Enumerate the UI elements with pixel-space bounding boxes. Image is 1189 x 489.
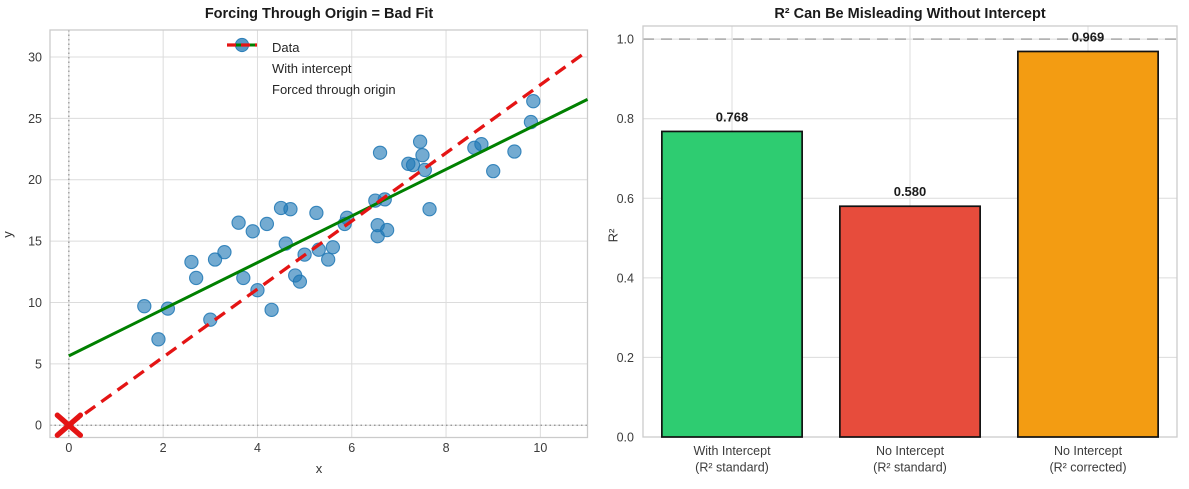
scatter-point	[507, 144, 522, 159]
left-xaxis-label: x	[315, 461, 323, 476]
scatter-point	[321, 252, 336, 267]
y-tick-label: 0.0	[617, 431, 634, 445]
x-tick-label: 4	[254, 441, 261, 455]
bar-value-label: 0.969	[1072, 29, 1105, 44]
y-tick-label: 30	[28, 51, 42, 65]
legend-label-data: Data	[272, 40, 300, 55]
x-tick-label: 2	[160, 441, 167, 455]
x-tick-label: 6	[348, 441, 355, 455]
bar-0	[661, 130, 803, 438]
fit-line-with-intercept	[68, 98, 589, 358]
scatter-point	[526, 94, 541, 109]
scatter-point	[422, 202, 437, 217]
scatter-point	[309, 205, 324, 221]
fit-line-through-origin	[67, 49, 589, 427]
bar-1	[839, 205, 981, 438]
right-chart-title: R² Can Be Misleading Without Intercept	[774, 6, 1046, 22]
y-tick-label: 0	[35, 419, 42, 433]
scatter-point	[245, 224, 260, 239]
scatter-point	[292, 274, 308, 289]
scatter-point	[283, 202, 298, 217]
scatter-point	[379, 222, 395, 238]
legend-item-forced-origin: Forced through origin	[225, 43, 396, 100]
legend-label-forced-origin: Forced through origin	[272, 82, 396, 97]
scatter-point	[217, 245, 232, 260]
left-axes-frame	[49, 29, 589, 439]
scatter-point	[264, 302, 279, 317]
bar-value-label: 0.580	[894, 184, 927, 199]
bar-2	[1017, 50, 1159, 438]
legend-item-data: Data	[225, 37, 396, 58]
scatter-point	[486, 164, 501, 179]
origin-x-marker	[54, 412, 84, 438]
y-tick-label: 0.4	[617, 271, 634, 285]
scatter-point	[151, 332, 166, 347]
scatter-point	[372, 145, 388, 160]
y-tick-label: 0.6	[617, 192, 634, 206]
left-chart-title: Forcing Through Origin = Bad Fit	[204, 6, 434, 22]
category-tick-label: No Intercept (R² corrected)	[1049, 444, 1126, 475]
x-tick-label: 0	[65, 441, 72, 455]
y-tick-label: 15	[28, 235, 42, 249]
scatter-point	[236, 270, 251, 286]
scatter-point	[184, 254, 199, 270]
x-tick-label: 8	[443, 441, 450, 455]
scatter-point	[189, 270, 204, 286]
y-tick-label: 25	[28, 112, 42, 126]
scatter-point	[325, 240, 341, 255]
legend: Data With intercept Forced through origi…	[225, 37, 396, 100]
scatter-point	[415, 148, 430, 163]
category-tick-label: With Intercept (R² standard)	[693, 444, 771, 475]
y-tick-label: 1.0	[617, 33, 634, 47]
y-tick-label: 10	[28, 296, 42, 310]
scatter-point	[231, 215, 246, 230]
y-tick-label: 0.2	[617, 351, 634, 365]
scatter-point	[207, 252, 223, 267]
scatter-point	[412, 134, 428, 149]
right-yaxis-label: R²	[605, 228, 621, 243]
scatter-point	[259, 216, 275, 232]
bar-value-label: 0.768	[716, 109, 749, 124]
left-yaxis-label: y	[0, 231, 15, 238]
legend-label-with-intercept: With intercept	[272, 61, 352, 76]
legend-item-with-intercept: With intercept	[225, 43, 396, 79]
y-tick-label: 5	[35, 357, 42, 371]
y-tick-label: 20	[28, 173, 42, 187]
category-tick-label: No Intercept (R² standard)	[873, 444, 947, 475]
y-tick-label: 0.8	[617, 112, 634, 126]
scatter-point	[137, 299, 152, 314]
x-tick-label: 10	[533, 441, 547, 455]
